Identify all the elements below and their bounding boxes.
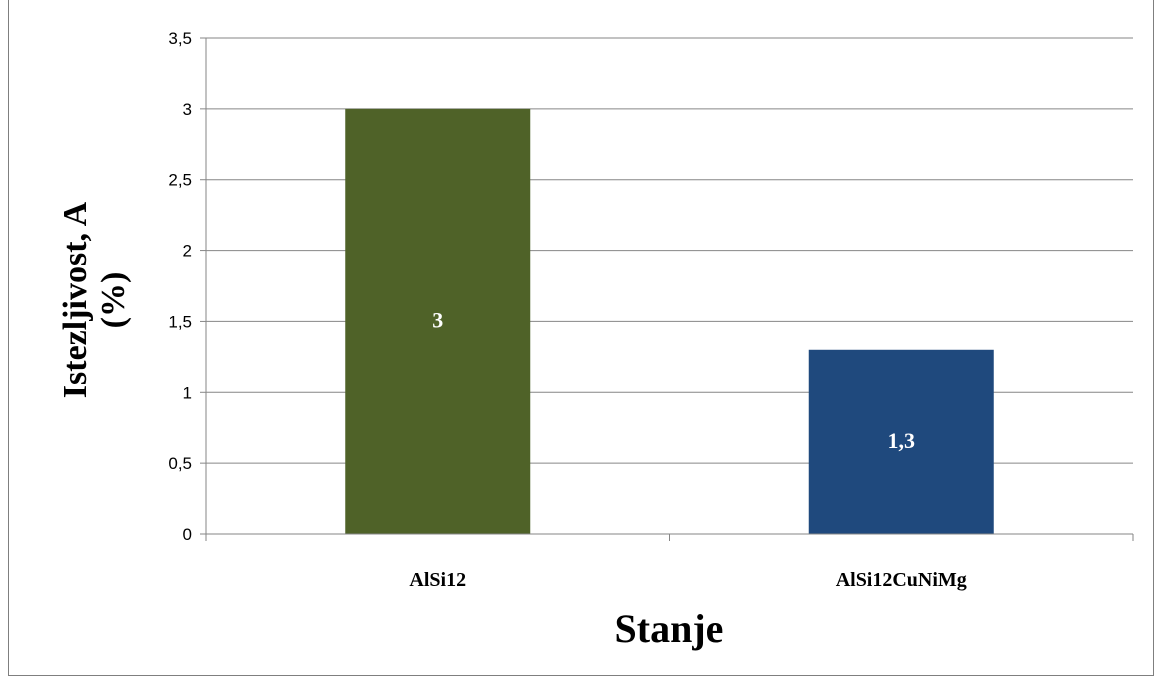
y-axis-ticks: 0 0,5 1 1,5 2 2,5 3 3,5 (168, 29, 207, 544)
gridlines (206, 37, 1133, 464)
y-tick-label: 1 (183, 383, 192, 402)
y-axis-title: Istezljivost, A(%) (57, 201, 132, 398)
bar (808, 349, 994, 534)
y-tick-label: 3,5 (168, 29, 192, 48)
x-category-label: AlSi12 (409, 569, 466, 591)
bar (345, 108, 531, 534)
x-category-label: AlSi12CuNiMg (836, 569, 967, 591)
y-axis-title-line: Istezljivost, A (57, 201, 94, 398)
y-tick-label: 2,5 (168, 171, 192, 190)
y-tick-label: 3 (183, 100, 192, 119)
bars: 31,3 (345, 108, 994, 534)
y-axis-title-line: (%) (95, 272, 132, 329)
y-tick-label: 2 (183, 242, 192, 261)
x-axis-title: Stanje (615, 606, 724, 651)
y-tick-label: 1,5 (168, 312, 192, 331)
y-tick-label: 0,5 (168, 454, 192, 473)
x-axis: AlSi12 AlSi12CuNiMg (205, 533, 1134, 591)
bar-value-label: 3 (432, 307, 443, 332)
y-tick-label: 0 (183, 525, 192, 544)
bar-value-label: 1,3 (888, 428, 916, 453)
chart-frame (8, 0, 1154, 676)
